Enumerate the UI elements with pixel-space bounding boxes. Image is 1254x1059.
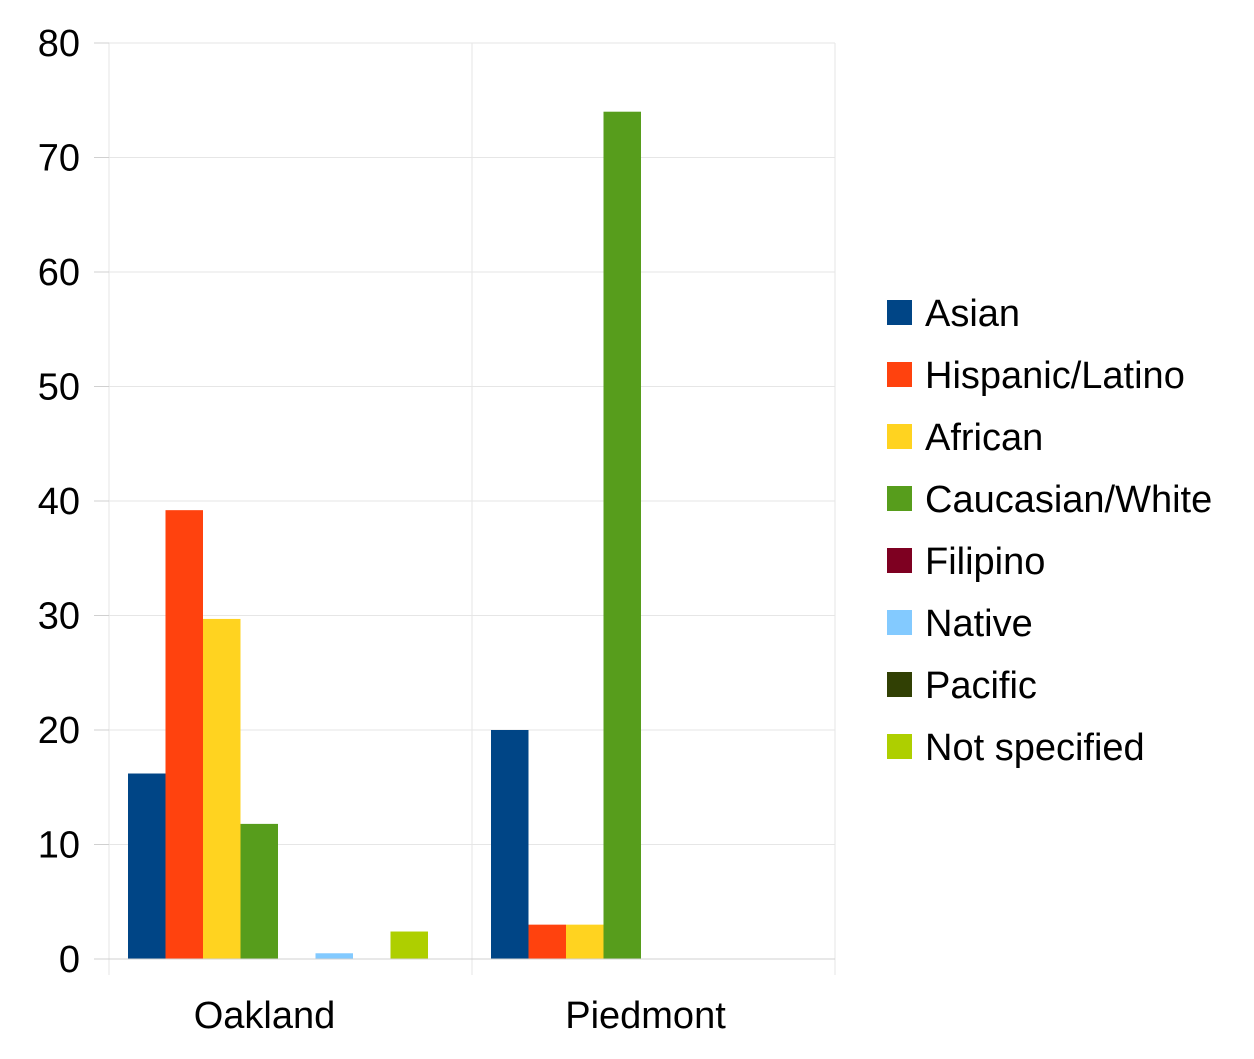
legend-swatch <box>887 610 912 635</box>
legend-label: Pacific <box>925 665 1037 707</box>
y-tick-label: 20 <box>38 710 80 752</box>
legend-label: Filipino <box>925 541 1045 583</box>
bar-asian-oakland <box>128 773 166 959</box>
y-axis-ticks: 0 10 20 30 40 50 60 70 80 <box>38 23 109 981</box>
y-tick-label: 40 <box>38 481 80 523</box>
bar-african-oakland <box>203 618 241 959</box>
legend-label: Asian <box>925 293 1020 335</box>
bar-asian-piedmont <box>491 730 529 959</box>
legend-swatch <box>887 486 912 511</box>
legend-swatch <box>887 672 912 697</box>
bar-african-piedmont <box>566 924 604 959</box>
legend-swatch <box>887 362 912 387</box>
legend-swatch <box>887 300 912 325</box>
bar-hispanic-latino-piedmont <box>528 924 566 959</box>
legend-label: Native <box>925 603 1033 645</box>
y-tick-label: 50 <box>38 367 80 409</box>
y-tick-label: 0 <box>59 939 80 981</box>
legend: Asian Hispanic/Latino African Caucasian/Whi… <box>887 293 1212 769</box>
bars <box>128 111 641 959</box>
y-tick-label: 80 <box>38 23 80 65</box>
x-category-label: Piedmont <box>565 995 726 1037</box>
x-category-label: Oakland <box>194 995 336 1037</box>
legend-label: Not specified <box>925 727 1145 769</box>
legend-label: African <box>925 417 1043 459</box>
bar-native-oakland <box>315 953 353 959</box>
legend-swatch <box>887 424 912 449</box>
y-tick-label: 60 <box>38 252 80 294</box>
legend-swatch <box>887 734 912 759</box>
legend-swatch <box>887 548 912 573</box>
bar-caucasian-white-piedmont <box>603 111 641 959</box>
y-tick-label: 30 <box>38 596 80 638</box>
bar-hispanic-latino-oakland <box>165 510 203 959</box>
bar-caucasian-white-oakland <box>240 823 278 959</box>
legend-label: Caucasian/White <box>925 479 1212 521</box>
y-tick-label: 10 <box>38 825 80 867</box>
bar-not-specified-oakland <box>390 931 428 959</box>
y-tick-label: 70 <box>38 138 80 180</box>
legend-label: Hispanic/Latino <box>925 355 1185 397</box>
x-axis: Oakland Piedmont <box>94 958 835 1037</box>
